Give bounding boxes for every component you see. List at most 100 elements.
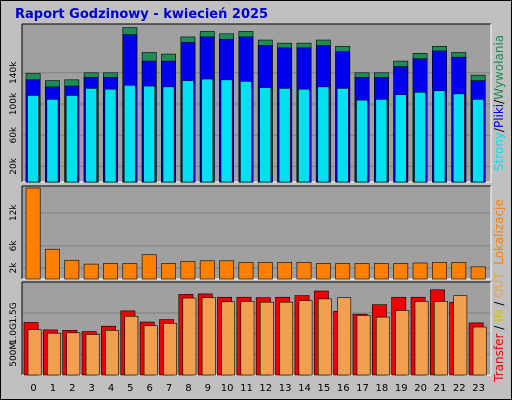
bar-strony-4 [104,88,117,183]
bar-transfer-out-22 [453,295,468,376]
bar-lokalizacje-23 [470,266,486,280]
bar-strony-11 [240,81,252,183]
x-tick-label: 13 [279,383,292,394]
bar-transfer-out-15 [317,298,332,376]
bar-lokalizacje-5 [122,263,138,280]
bar-strony-9 [201,78,214,183]
legend-transfer-in-out-part: / [492,322,506,334]
x-tick-label: 8 [185,383,191,394]
bar-lokalizacje-4 [103,263,118,280]
x-tick-label: 12 [259,383,272,394]
bar-transfer-out-21 [434,301,448,376]
bar-strony-17 [356,99,368,183]
bar-strony-15 [317,86,330,183]
x-tick-label: 18 [376,383,389,394]
x-tick-label: 1 [50,383,56,394]
y-tick-label: 20k [9,157,19,174]
bar-lokalizacje-18 [373,263,389,280]
bar-strony-6 [143,85,156,183]
bar-strony-16 [336,88,349,183]
bar-lokalizacje-11 [238,262,254,280]
bar-transfer-out-11 [240,301,255,376]
legend-transfer-in-out: Transfer / IN / OUT [492,271,506,382]
bar-transfer-out-13 [279,301,294,376]
bar-lokalizacje-20 [412,262,428,280]
x-tick-label: 6 [147,383,153,394]
y-tick-label: 6k [9,240,19,252]
legend-strony-pliki-wywolania-part: Wywołania [492,35,506,100]
bar-transfer-out-6 [143,325,158,376]
bar-lokalizacje-3 [83,263,99,280]
x-tick-label: 3 [88,383,94,394]
bar-lokalizacje-17 [354,263,370,280]
bar-transfer-out-23 [472,326,487,376]
bar-transfer-out-19 [395,310,410,376]
bar-strony-8 [182,80,194,183]
legend-strony-pliki-wywolania-part: / [492,127,506,132]
x-tick-label: 14 [298,383,311,394]
x-tick-label: 16 [337,383,350,394]
legend-strony-pliki-wywolania-part: / [492,99,506,104]
bar-transfer-out-0 [27,329,42,376]
legend-transfer-in-out-part: OUT [492,271,506,297]
bar-lokalizacje-10 [219,260,234,280]
bar-transfer-out-7 [163,322,177,376]
legend-strony-pliki-wywolania: Strony/Pliki/Wywołania [492,35,506,171]
x-tick-label: 5 [127,383,133,394]
bar-transfer-out-9 [201,297,216,376]
bar-transfer-out-12 [259,301,274,376]
bar-lokalizacje-6 [141,254,157,280]
legend-strony-pliki-wywolania-part: Pliki [492,104,506,128]
bar-strony-23 [472,99,485,183]
x-tick-label: 17 [356,383,369,394]
bar-transfer-out-17 [356,315,371,376]
bar-lokalizacje-16 [335,263,351,280]
bar-lokalizacje-12 [257,262,273,280]
bar-lokalizacje-1 [45,248,60,280]
bar-strony-21 [433,90,446,183]
bar-strony-20 [414,92,426,183]
x-tick-label: 23 [472,383,485,394]
y-tick-label: 12k [9,204,19,221]
x-tick-label: 15 [317,383,330,394]
bar-transfer-out-5 [124,315,139,376]
bar-lokalizacje-2 [64,259,80,280]
bar-lokalizacje-7 [161,263,176,280]
bar-strony-3 [85,88,98,183]
x-tick-label: 2 [69,383,75,394]
bar-strony-10 [220,79,233,183]
y-tick-label: 500M [9,342,19,367]
bar-lokalizacje-21 [432,262,447,280]
y-tick-label: 2k [9,262,19,274]
y-tick-label: 100k [9,92,19,115]
x-tick-label: 0 [30,383,36,394]
y-tick-label: 1.0G [9,323,19,344]
bar-transfer-out-18 [375,316,390,376]
bar-transfer-out-8 [182,297,197,376]
x-tick-label: 11 [240,383,253,394]
x-tick-label: 19 [395,383,408,394]
legend-transfer-in-out-part: Transfer [492,334,506,383]
bar-lokalizacje-19 [393,263,409,280]
bar-transfer-out-1 [47,332,61,376]
y-tick-label: 140k [9,61,19,84]
legend-transfer-in-out-part: / [492,298,506,310]
bar-strony-13 [278,88,291,183]
x-tick-label: 22 [453,383,466,394]
legend-strony-pliki-wywolania-part: Strony [492,132,506,171]
bar-strony-7 [162,86,175,183]
bar-strony-1 [46,99,59,183]
bar-transfer-out-2 [66,332,81,376]
bar-transfer-out-3 [85,334,100,376]
x-tick-label: 7 [166,383,172,394]
legend-lokalizacje: Lokalizacje [492,199,506,265]
x-tick-label: 20 [414,383,427,394]
bar-transfer-out-20 [414,301,429,376]
bar-lokalizacje-9 [199,260,215,280]
bar-lokalizacje-15 [315,263,331,280]
page-title: Raport Godzinowy - kwiecień 2025 [15,7,269,22]
legend-transfer-in-out-part: IN [492,309,506,322]
x-tick-label: 21 [434,383,447,394]
bar-transfer-out-4 [105,330,119,376]
